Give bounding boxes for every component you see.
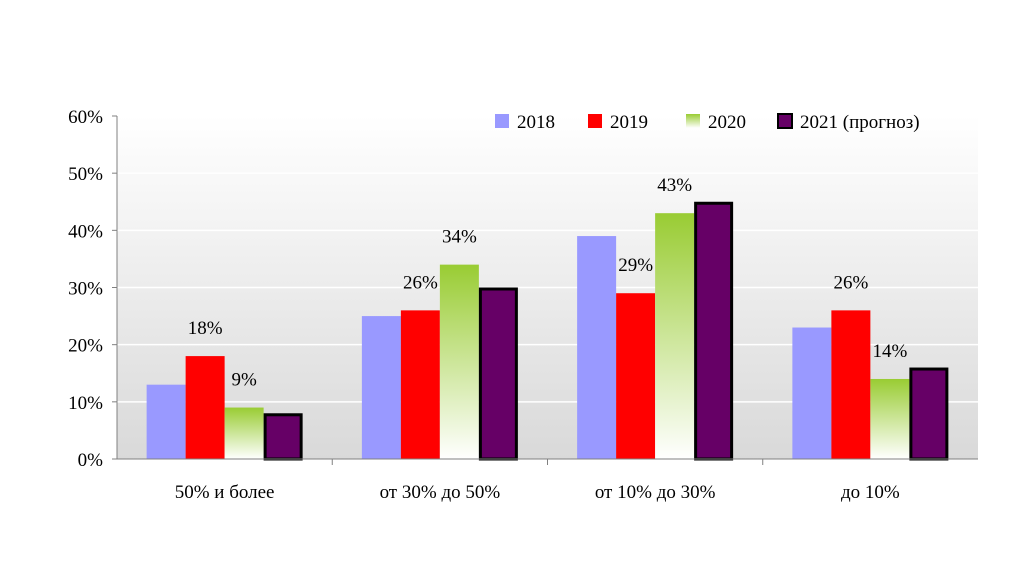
bar-2018-4 — [792, 327, 832, 459]
legend-label: 2021 (прогноз) — [800, 112, 920, 133]
bar-2020-4 — [870, 378, 910, 459]
data-label: 14% — [872, 341, 907, 362]
legend: 2018 2019 2020 2021 (прогноз) — [495, 112, 920, 133]
data-label: 9% — [231, 370, 257, 391]
legend-swatch-2020 — [686, 114, 700, 128]
bar-2018-1 — [146, 384, 186, 459]
data-labels: 18% 9% 26% 34% 29% 43% 26% 14% — [188, 175, 908, 390]
bar-2020-2 — [439, 264, 479, 459]
bar-2019-4 — [831, 310, 871, 459]
bar-2021-1 — [263, 413, 303, 461]
bars — [146, 201, 949, 461]
legend-label: 2018 — [517, 112, 555, 133]
data-label: 26% — [403, 272, 438, 293]
data-label: 34% — [442, 227, 477, 248]
y-tick-label: 10% — [68, 393, 103, 414]
y-tick-label: 20% — [68, 336, 103, 357]
bar-2021-2 — [478, 287, 518, 461]
x-category-label: 50% и более — [175, 482, 275, 503]
bar-2021-3 — [694, 201, 734, 461]
bar-2019-3 — [616, 293, 656, 459]
bar-2021-4 — [909, 367, 949, 461]
x-category-label: до 10% — [841, 482, 900, 503]
y-tick-label: 40% — [68, 221, 103, 242]
y-axis-ticks: 0% 10% 20% 30% 40% 50% 60% — [68, 107, 103, 471]
legend-label: 2020 — [708, 112, 746, 133]
axes — [112, 115, 978, 465]
x-axis-categories: 50% и более от 30% до 50% от 10% до 30% до … — [175, 482, 900, 503]
y-tick-label: 50% — [68, 164, 103, 185]
y-tick-label: 30% — [68, 279, 103, 300]
y-tick-label: 0% — [78, 450, 104, 471]
bar-2019-2 — [400, 310, 440, 459]
legend-label: 2019 — [610, 112, 648, 133]
x-category-label: от 10% до 30% — [595, 482, 716, 503]
legend-swatch-2018 — [495, 114, 509, 128]
data-label: 18% — [188, 318, 223, 339]
bar-2018-3 — [577, 236, 617, 459]
bar-2020-3 — [655, 213, 695, 459]
legend-swatch-2021 — [777, 113, 793, 129]
bar-2019-1 — [185, 356, 225, 459]
bar-2020-1 — [224, 407, 264, 459]
x-category-label: от 30% до 50% — [380, 482, 501, 503]
data-label: 29% — [618, 255, 653, 276]
gridlines — [117, 115, 978, 403]
legend-swatch-2019 — [588, 114, 602, 128]
y-tick-label: 60% — [68, 107, 103, 128]
data-label: 26% — [833, 272, 868, 293]
bar-2018-2 — [361, 316, 401, 459]
data-label: 43% — [657, 175, 692, 196]
